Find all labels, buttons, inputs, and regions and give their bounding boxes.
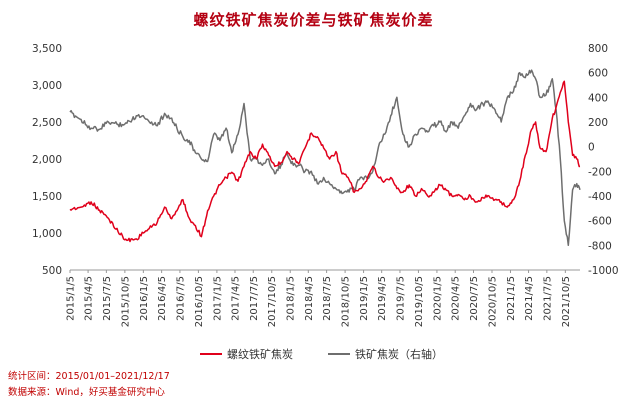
legend-label-series-2: 铁矿焦炭（右轴） bbox=[355, 347, 443, 361]
right-tick-label: -400 bbox=[588, 191, 612, 203]
left-tick-label: 2,000 bbox=[32, 154, 62, 166]
x-tick-label: 2021/1/5 bbox=[506, 276, 517, 321]
right-tick-label: 800 bbox=[588, 43, 608, 55]
left-tick-label: 1,000 bbox=[32, 228, 62, 240]
x-tick-label: 2016/1/5 bbox=[139, 276, 150, 321]
right-tick-label: 600 bbox=[588, 68, 608, 80]
x-tick-label: 2019/1/5 bbox=[359, 276, 370, 321]
right-tick-label: -600 bbox=[588, 216, 612, 228]
x-tick-label: 2018/1/5 bbox=[286, 276, 297, 321]
left-tick-label: 500 bbox=[42, 265, 62, 277]
x-tick-label: 2015/10/5 bbox=[120, 276, 131, 327]
x-tick-label: 2019/7/5 bbox=[395, 276, 406, 321]
x-tick-label: 2015/4/5 bbox=[84, 276, 95, 321]
right-tick-label: -1000 bbox=[588, 265, 619, 277]
x-tick-label: 2021/10/5 bbox=[561, 276, 572, 327]
right-axis-ticks: -1000 -800 -600 -400 -200 0 200 400 600 800 bbox=[588, 43, 619, 277]
x-tick-label: 2015/7/5 bbox=[102, 276, 113, 321]
x-tick-label: 2019/4/5 bbox=[377, 276, 388, 321]
x-tick-label: 2017/7/5 bbox=[249, 276, 260, 321]
data-source-note: 数据来源：Wind，好买基金研究中心 bbox=[8, 387, 165, 398]
x-tick-label: 2018/4/5 bbox=[304, 276, 315, 321]
left-tick-label: 2,500 bbox=[32, 117, 62, 129]
x-tick-label: 2021/4/5 bbox=[524, 276, 535, 321]
legend: 螺纹铁矿焦炭 铁矿焦炭（右轴） bbox=[200, 347, 443, 361]
x-tick-label: 2018/10/5 bbox=[341, 276, 352, 327]
series-line-iron-coke bbox=[69, 69, 581, 247]
x-tick-label: 2021/7/5 bbox=[542, 276, 553, 321]
legend-label-series-1: 螺纹铁矿焦炭 bbox=[227, 347, 293, 361]
left-tick-label: 3,500 bbox=[32, 43, 62, 55]
right-tick-label: 200 bbox=[588, 117, 608, 129]
right-tick-label: -200 bbox=[588, 166, 612, 178]
x-tick-label: 2016/7/5 bbox=[175, 276, 186, 321]
x-tick-label: 2020/7/5 bbox=[469, 276, 480, 321]
x-tick-label: 2016/10/5 bbox=[194, 276, 205, 327]
right-tick-label: 400 bbox=[588, 92, 608, 104]
series-line-rebar-iron-coke bbox=[69, 80, 581, 243]
x-tick-label: 2020/4/5 bbox=[451, 276, 462, 321]
x-tick-label: 2019/10/5 bbox=[414, 276, 425, 327]
right-tick-label: -800 bbox=[588, 240, 612, 252]
x-tick-label: 2016/4/5 bbox=[157, 276, 168, 321]
stat-range-note: 统计区间：2015/01/01–2021/12/17 bbox=[8, 371, 170, 382]
x-tick-label: 2017/4/5 bbox=[230, 276, 241, 321]
left-tick-label: 1,500 bbox=[32, 191, 62, 203]
x-tick-label: 2020/1/5 bbox=[432, 276, 443, 321]
x-tick-label: 2018/7/5 bbox=[322, 276, 333, 321]
x-tick-label: 2020/10/5 bbox=[487, 276, 498, 327]
x-tick-label: 2017/1/5 bbox=[212, 276, 223, 321]
chart-title: 螺纹铁矿焦炭价差与铁矿焦炭价差 bbox=[193, 11, 434, 29]
x-tick-label: 2015/1/5 bbox=[66, 276, 77, 321]
right-tick-label: 0 bbox=[588, 142, 595, 154]
series-layer bbox=[69, 69, 581, 247]
x-tick-label: 2017/10/5 bbox=[267, 276, 278, 327]
x-axis-ticks: 2015/1/5 2015/4/5 2015/7/5 2015/10/5 2016/1/… bbox=[66, 270, 572, 327]
left-axis-ticks: 500 1,000 1,500 2,000 2,500 3,000 3,500 bbox=[32, 43, 62, 277]
left-tick-label: 3,000 bbox=[32, 80, 62, 92]
